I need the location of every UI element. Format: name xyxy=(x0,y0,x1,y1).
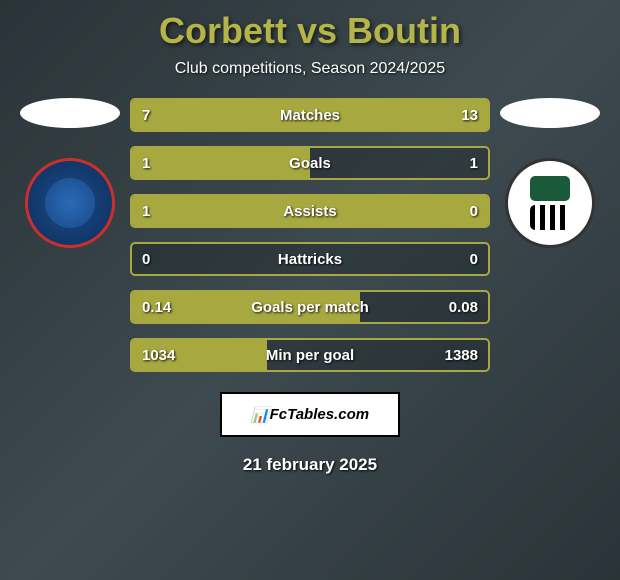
stat-label: Matches xyxy=(280,107,340,124)
chart-icon: 📊 xyxy=(251,406,270,424)
brand-label: FcTables.com xyxy=(270,406,369,423)
stat-bar-hattricks: 0 Hattricks 0 xyxy=(130,242,490,276)
stat-value-right: 0 xyxy=(470,251,478,268)
stat-bar-min-per-goal: 1034 Min per goal 1388 xyxy=(130,338,490,372)
stat-fill-left xyxy=(132,148,310,178)
stat-label: Assists xyxy=(283,203,336,220)
right-player-column xyxy=(500,98,600,248)
left-club-badge xyxy=(25,158,115,248)
left-player-column xyxy=(20,98,120,248)
brand-badge: 📊 FcTables.com xyxy=(220,392,400,437)
stat-label: Min per goal xyxy=(266,347,354,364)
stat-bar-goals: 1 Goals 1 xyxy=(130,146,490,180)
right-club-badge xyxy=(505,158,595,248)
stat-value-right: 0.08 xyxy=(449,299,478,316)
stat-value-left: 1 xyxy=(142,155,150,172)
right-player-placeholder xyxy=(500,98,600,128)
stat-value-right: 13 xyxy=(461,107,478,124)
stat-value-left: 7 xyxy=(142,107,150,124)
stat-bar-assists: 1 Assists 0 xyxy=(130,194,490,228)
left-player-placeholder xyxy=(20,98,120,128)
subtitle: Club competitions, Season 2024/2025 xyxy=(0,60,620,78)
stat-label: Goals per match xyxy=(251,299,369,316)
stat-bar-goals-per-match: 0.14 Goals per match 0.08 xyxy=(130,290,490,324)
stat-value-right: 1 xyxy=(470,155,478,172)
footer-date: 21 february 2025 xyxy=(0,455,620,475)
stat-fill-left xyxy=(132,100,257,130)
stat-label: Hattricks xyxy=(278,251,342,268)
stat-value-left: 0 xyxy=(142,251,150,268)
infographic-container: Corbett vs Boutin Club competitions, Sea… xyxy=(0,0,620,580)
page-title: Corbett vs Boutin xyxy=(0,10,620,52)
stat-bar-matches: 7 Matches 13 xyxy=(130,98,490,132)
stat-value-right: 0 xyxy=(470,203,478,220)
stat-label: Goals xyxy=(289,155,331,172)
stat-value-left: 1034 xyxy=(142,347,175,364)
stat-value-right: 1388 xyxy=(445,347,478,364)
stat-value-left: 0.14 xyxy=(142,299,171,316)
stats-column: 7 Matches 13 1 Goals 1 1 Assists 0 xyxy=(130,98,490,372)
comparison-area: 7 Matches 13 1 Goals 1 1 Assists 0 xyxy=(0,98,620,372)
stat-value-left: 1 xyxy=(142,203,150,220)
